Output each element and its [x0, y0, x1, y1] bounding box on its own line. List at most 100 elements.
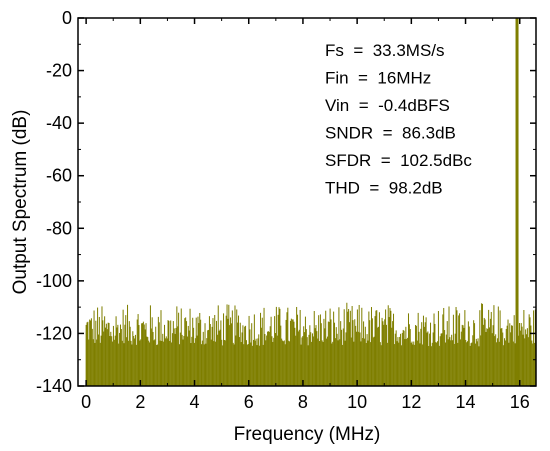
spectrum-bar: [191, 336, 193, 386]
spectrum-bar: [153, 340, 155, 386]
spectrum-bar: [364, 326, 366, 386]
spectrum-bar: [259, 345, 261, 386]
spectrum-bar: [492, 325, 494, 386]
spectrum-bar: [218, 330, 220, 386]
spectrum-bar: [477, 338, 479, 386]
spectrum-bar: [290, 318, 292, 386]
spectrum-bar: [341, 329, 343, 386]
spectrum-bar: [127, 340, 129, 386]
spectrum-bar: [314, 328, 316, 386]
spectrum-bar: [405, 326, 407, 386]
spectrum-bar: [424, 322, 426, 386]
spectrum-bar: [305, 329, 307, 386]
spectrum-bar: [134, 338, 136, 386]
spectrum-bar: [469, 345, 471, 386]
plot-frame: [77, 17, 537, 387]
spectrum-bar: [396, 341, 398, 386]
spectrum-bar: [355, 325, 357, 386]
x-tick-label: 2: [135, 392, 145, 412]
spectrum-bar: [210, 339, 212, 386]
spectrum-bar: [523, 310, 525, 386]
spectrum-bar: [370, 307, 373, 386]
spectrum-bar: [179, 332, 181, 386]
spectrum-bar: [289, 320, 291, 386]
spectrum-bar: [312, 336, 314, 386]
spectrum-bar: [128, 321, 130, 386]
spectrum-bar: [169, 340, 171, 386]
spectrum-bar: [462, 325, 464, 386]
spectrum-bar: [470, 343, 472, 386]
spectrum-bar: [160, 310, 162, 386]
spectrum-bar: [225, 315, 227, 386]
spectrum-bar: [267, 331, 269, 386]
spectrum-bar: [286, 312, 288, 386]
spectrum-bar: [274, 316, 276, 386]
spectrum-bar: [99, 342, 101, 386]
spectrum-bar: [113, 339, 115, 386]
spectrum-bar: [453, 343, 455, 386]
spectrum-bar: [383, 324, 385, 386]
spectrum-bar: [511, 325, 513, 386]
spectrum-bar: [278, 307, 280, 386]
spectrum-bar: [94, 342, 96, 386]
spectrum-bar: [274, 333, 277, 386]
y-tick-label: -60: [46, 166, 72, 186]
spectrum-bar: [324, 328, 326, 386]
spectrum-bar: [154, 339, 156, 386]
spectrum-bar: [334, 322, 336, 386]
spectrum-bar: [203, 344, 205, 386]
spectrum-bar: [239, 322, 241, 386]
spectrum-bar: [449, 337, 451, 386]
spectrum-bar: [152, 331, 154, 386]
spectrum-bar: [117, 324, 119, 386]
spectrum-bar: [186, 336, 188, 386]
spectrum-bar: [481, 303, 483, 386]
spectrum-bar: [426, 332, 428, 386]
spectrum-bar: [447, 339, 449, 386]
spectrum-bar: [235, 335, 237, 386]
spectrum-bar: [201, 344, 203, 386]
spectrum-bar: [401, 332, 403, 386]
spectrum-bar: [411, 341, 413, 386]
spectrum-bar: [506, 325, 508, 386]
spectrum-bar: [252, 339, 254, 386]
spectrum-bar: [495, 334, 497, 386]
spectrum-bar: [308, 334, 310, 386]
spectrum-bar: [327, 321, 329, 386]
spectrum-bar: [333, 311, 335, 386]
spectrum-bar: [283, 340, 285, 386]
spectrum-bar: [97, 334, 99, 386]
spectrum-bar: [529, 317, 531, 386]
spectrum-bar: [300, 344, 302, 386]
spectrum-bar: [206, 338, 208, 386]
spectrum-bar: [164, 338, 166, 386]
spectrum-bar: [87, 321, 89, 386]
spectrum-bar: [435, 342, 437, 386]
spectrum-bar: [325, 310, 327, 386]
y-axis-title: Output Spectrum (dB): [10, 110, 31, 295]
spectrum-bar: [208, 316, 210, 386]
spectrum-bar: [404, 339, 406, 386]
spectrum-bar: [142, 321, 144, 386]
spectrum-bar: [478, 346, 480, 386]
spectrum-bar: [328, 321, 330, 386]
x-tick-label: 0: [81, 392, 91, 412]
annotation-line: SFDR = 102.5dBc: [325, 151, 472, 170]
spectrum-bar: [419, 343, 421, 386]
spectrum-bar: [417, 312, 419, 386]
spectrum-bar: [302, 336, 304, 386]
y-tick-label: -100: [36, 271, 72, 291]
spectrum-bar: [132, 331, 134, 386]
spectrum-bar: [106, 329, 108, 386]
spectrum-bar: [331, 343, 333, 386]
spectrum-bar: [188, 330, 190, 386]
spectrum-bar: [269, 326, 271, 386]
spectrum-bar: [296, 306, 298, 386]
spectrum-bar: [512, 341, 514, 386]
spectrum-bar: [410, 342, 412, 386]
spectrum-bar: [236, 309, 238, 386]
annotation-line: SNDR = 86.3dB: [325, 124, 456, 143]
spectrum-bar: [174, 333, 176, 386]
spectrum-bar: [491, 333, 493, 386]
spectrum-bar: [108, 322, 110, 386]
